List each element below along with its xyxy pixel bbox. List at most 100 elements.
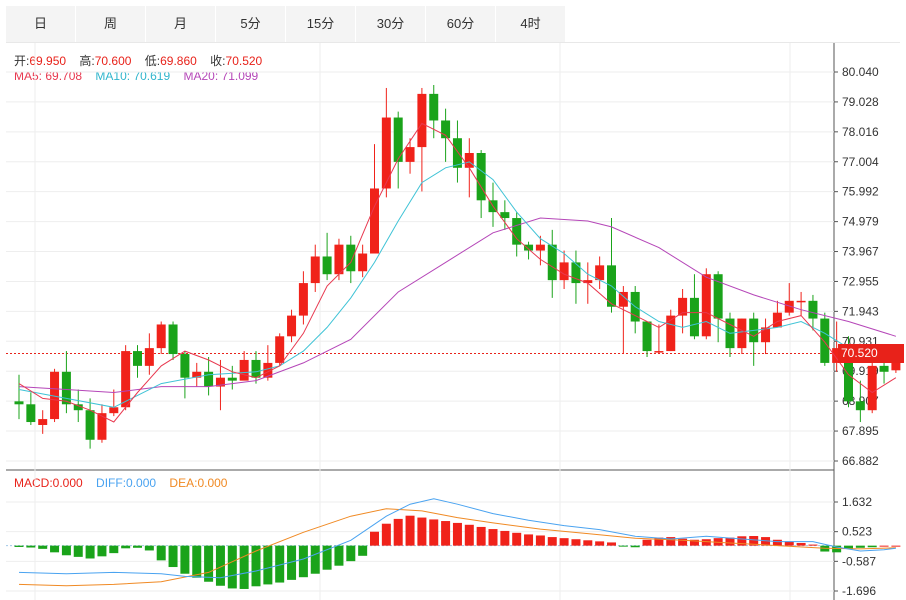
- candle-body: [322, 256, 332, 275]
- candle-body: [227, 377, 237, 381]
- ma5-line: [18, 122, 897, 423]
- candle-body: [772, 312, 782, 328]
- macd-bar: [689, 539, 699, 546]
- tab-30min[interactable]: 30分: [356, 6, 426, 42]
- candle-body: [559, 262, 569, 281]
- candle-body: [50, 371, 60, 420]
- tab-day[interactable]: 日: [6, 6, 76, 42]
- macd-bar: [855, 545, 865, 548]
- candle-body: [85, 410, 95, 440]
- candle-body: [832, 348, 842, 363]
- macd-bar: [133, 545, 142, 548]
- price-tick-label: 74.979: [842, 215, 879, 229]
- macd-bar: [298, 545, 308, 578]
- candle-body: [666, 315, 676, 352]
- candle-body: [393, 117, 403, 162]
- candle-body: [761, 327, 771, 343]
- macd-bar: [38, 545, 48, 549]
- dif-line: [18, 498, 896, 579]
- tab-5min[interactable]: 5分: [216, 6, 286, 42]
- candle-body: [654, 351, 664, 353]
- candle-body: [429, 93, 439, 121]
- price-tick-label: 66.882: [842, 454, 879, 468]
- macd-bar: [500, 530, 510, 546]
- candle-body: [239, 359, 249, 381]
- macd-bar: [156, 545, 166, 561]
- tab-4hour[interactable]: 4时: [496, 6, 566, 42]
- tab-month[interactable]: 月: [146, 6, 216, 42]
- macd-bar: [85, 545, 95, 559]
- dea-value: 0.000: [197, 476, 228, 490]
- candle-body: [855, 401, 865, 411]
- price-tick-label: 67.895: [842, 424, 879, 438]
- candle-body: [784, 300, 794, 313]
- macd-bar: [488, 529, 498, 546]
- candle-body: [867, 365, 877, 411]
- candle-body: [298, 283, 308, 316]
- price-tick-label: 73.967: [842, 245, 879, 259]
- close-label: 收:: [210, 54, 226, 68]
- macd-bar: [215, 545, 225, 586]
- price-tick-label: 71.943: [842, 304, 879, 318]
- candle-body: [38, 419, 48, 425]
- candle-body: [287, 315, 297, 337]
- tab-15min[interactable]: 15分: [286, 6, 356, 42]
- high-info: 高:70.600: [79, 54, 131, 68]
- dif-value: 0.000: [126, 476, 157, 490]
- macd-bar: [121, 545, 131, 549]
- dea-label: DEA:: [169, 476, 198, 490]
- candle-body: [358, 253, 368, 272]
- candle-body: [535, 244, 545, 251]
- macd-bar: [654, 537, 664, 546]
- macd-bar: [867, 545, 877, 548]
- macd-bar: [417, 517, 427, 546]
- macd-bar: [405, 515, 415, 546]
- candle-body: [133, 351, 142, 366]
- macd-bar: [476, 526, 486, 546]
- macd-bar: [535, 535, 545, 546]
- candle-body: [334, 244, 344, 275]
- macd-bar: [346, 545, 356, 562]
- candle-body: [215, 377, 225, 387]
- candle-body: [796, 300, 806, 303]
- macd-bar: [452, 522, 462, 546]
- dif-label: DIFF:: [96, 476, 127, 490]
- current-price-tag: 70.520: [838, 344, 904, 363]
- candle-body: [275, 336, 285, 363]
- macd-bar: [109, 545, 119, 554]
- macd-bar: [879, 545, 889, 547]
- macd-bar: [595, 541, 605, 546]
- candle-body: [476, 153, 486, 201]
- candle-body: [820, 318, 830, 363]
- macd-bar: [808, 544, 818, 546]
- high-label: 高:: [79, 54, 95, 68]
- candle-body: [168, 324, 178, 355]
- tab-week[interactable]: 周: [76, 6, 146, 42]
- candle-body: [121, 351, 131, 408]
- macd-bar: [642, 539, 652, 546]
- macd-bar: [701, 539, 711, 546]
- dea-line: [18, 508, 896, 587]
- open-label: 开:: [14, 54, 30, 68]
- candle-body: [61, 371, 71, 405]
- tab-60min[interactable]: 60分: [426, 6, 496, 42]
- macd-bar: [891, 545, 901, 547]
- candle-body: [381, 117, 391, 189]
- low-label: 低:: [144, 54, 161, 68]
- low-info: 低:69.860: [145, 54, 197, 68]
- macd-label-info: MACD:0.000: [14, 476, 83, 490]
- macd-bar: [559, 538, 569, 546]
- dif-info: DIFF:0.000: [96, 476, 156, 490]
- candle-body: [346, 244, 356, 272]
- macd-bar: [227, 545, 237, 589]
- macd-bar: [583, 540, 593, 546]
- candle-body: [251, 359, 261, 378]
- candle-body: [879, 365, 889, 372]
- period-tabs: 日 周 月 5分 15分 30分 60分 4时: [6, 6, 566, 42]
- candle-body: [618, 291, 628, 307]
- candle-body: [464, 153, 474, 168]
- macd-bar: [784, 541, 794, 546]
- macd-bar: [287, 545, 297, 580]
- macd-bar: [358, 545, 368, 556]
